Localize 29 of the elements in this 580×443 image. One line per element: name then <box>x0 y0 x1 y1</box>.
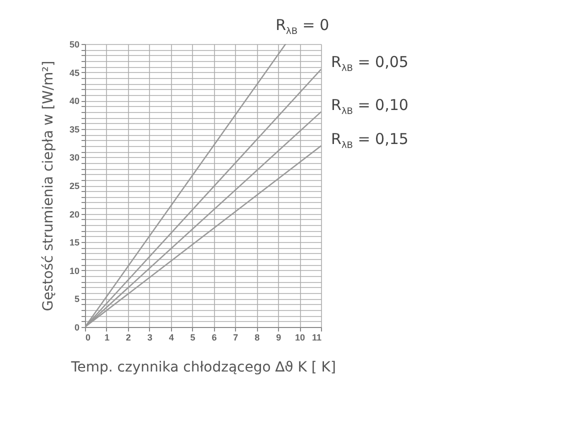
y-tick-label: 45 <box>69 68 80 78</box>
y-tick-label: 10 <box>69 266 80 276</box>
x-tick-label: 1 <box>104 332 110 342</box>
series-label: R$_{λB}$ = 0,15 <box>331 130 408 151</box>
y-tick-label: 25 <box>69 181 80 191</box>
series-label: R$_{λB}$ = 0,05 <box>331 53 408 74</box>
x-tick-label: 11 <box>312 332 322 342</box>
series-label: R$_{λB}$ = 0,10 <box>331 96 408 117</box>
x-tick-label: 9 <box>276 332 282 342</box>
y-tick-label: 30 <box>69 152 80 163</box>
y-tick-label: 20 <box>69 209 80 220</box>
x-tick-label: 5 <box>190 332 196 342</box>
x-tick-label: 2 <box>126 332 131 342</box>
series-label: R$_{λB}$ = 0 <box>276 16 330 37</box>
y-tick-label: 5 <box>74 294 80 304</box>
y-tick-label: 15 <box>69 238 80 248</box>
x-tick-label: 4 <box>168 332 174 342</box>
x-tick-label: 6 <box>212 332 217 342</box>
y-tick-label: 40 <box>69 96 80 106</box>
x-tick-label: 8 <box>254 332 260 342</box>
x-tick-label: 3 <box>147 332 152 342</box>
y-tick-label: 50 <box>69 40 80 50</box>
x-axis-title: Temp. czynnika chłodzącego ∆ϑ K [ K] <box>70 360 336 376</box>
x-tick-label: 0 <box>86 332 91 342</box>
y-tick-label: 0 <box>74 322 80 332</box>
x-tick-label: 7 <box>233 332 238 342</box>
x-tick-label: 10 <box>295 332 306 342</box>
y-tick-label: 35 <box>69 124 80 134</box>
y-axis-title: Gęstość strumienia ciepła w [W/m²] <box>40 60 56 312</box>
